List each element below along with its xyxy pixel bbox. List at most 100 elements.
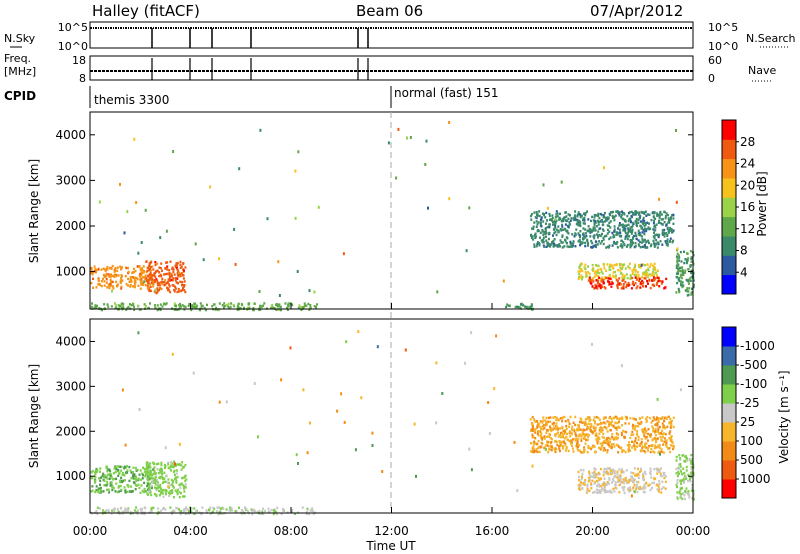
data-cell [229,305,232,309]
data-cell [530,450,533,453]
data-cell [583,483,586,486]
data-cell [606,430,609,433]
data-cell [590,424,593,427]
data-cell [613,219,616,222]
data-cell [556,215,559,218]
data-cell [175,469,178,472]
data-cell [544,227,547,230]
data-cell [681,479,684,482]
data-cell [137,251,140,255]
colorbar-tick-label: -500 [740,358,767,372]
data-cell [182,466,185,469]
data-cell [598,271,601,275]
data-cell [635,485,638,489]
data-cell [619,244,622,248]
data-cell [637,276,640,279]
data-cell [577,424,580,427]
data-cell [153,472,156,475]
data-cell [651,425,654,428]
data-cell [650,421,653,424]
data-cell [653,244,656,248]
data-cell [592,269,595,273]
data-cell [140,283,143,286]
data-cell [157,481,159,484]
data-cell [549,245,552,248]
data-cell [582,236,585,240]
data-cell [618,211,621,214]
data-cell [193,512,196,515]
data-cell [548,448,550,451]
data-cell [654,217,657,220]
data-cell [655,419,658,422]
data-cell [116,465,119,468]
data-cell [613,445,616,448]
data-cell [549,416,552,419]
data-cell [143,470,146,474]
data-cell [97,279,100,283]
data-cell [653,231,655,234]
data-cell [557,231,560,234]
data-cell [146,492,149,495]
data-cell [275,303,277,306]
data-cell [243,506,246,509]
data-cell [599,212,602,216]
data-cell [544,444,547,447]
data-cell [644,244,646,247]
data-cell [675,200,678,204]
data-cell [582,483,585,486]
data-cell [621,244,624,248]
data-cell [308,512,311,516]
data-cell [167,288,170,292]
data-cell [546,219,548,222]
data-cell [628,490,631,493]
data-cell [605,426,608,430]
data-cell [654,224,656,228]
data-cell [536,212,539,216]
data-cell [639,224,642,228]
data-cell [607,277,610,280]
data-cell [151,279,154,282]
data-cell [606,483,609,486]
data-cell [663,440,666,443]
data-cell [574,232,577,235]
data-cell [175,506,178,510]
data-cell [573,430,576,433]
data-cell [602,279,605,282]
data-cell [91,489,94,492]
data-cell [588,446,591,450]
data-cell [147,283,150,286]
data-cell [602,262,605,266]
data-cell [544,232,547,235]
data-cell [225,508,228,511]
data-cell [604,287,607,290]
data-cell [690,472,693,475]
data-cell [253,302,256,305]
data-cell [585,438,587,442]
data-cell [144,274,147,277]
data-cell [161,469,163,472]
data-cell [179,463,181,466]
data-cell [596,219,599,222]
data-cell [581,430,584,433]
data-cell [617,480,620,483]
data-cell [591,431,594,435]
data-cell [644,451,647,454]
data-cell [615,426,617,430]
data-cell [174,279,177,282]
data-cell [200,304,203,307]
data-cell [193,507,196,510]
data-cell [639,283,642,286]
data-cell [631,269,634,272]
data-cell [518,306,521,309]
data-cell [643,470,646,474]
data-cell [659,452,661,456]
data-cell [597,477,600,480]
data-cell [661,231,664,235]
data-cell [287,305,290,308]
data-cell [654,434,657,437]
data-cell [675,255,678,258]
data-cell [131,475,134,478]
data-cell [161,475,164,478]
data-cell [569,415,572,419]
data-cell [597,234,599,237]
